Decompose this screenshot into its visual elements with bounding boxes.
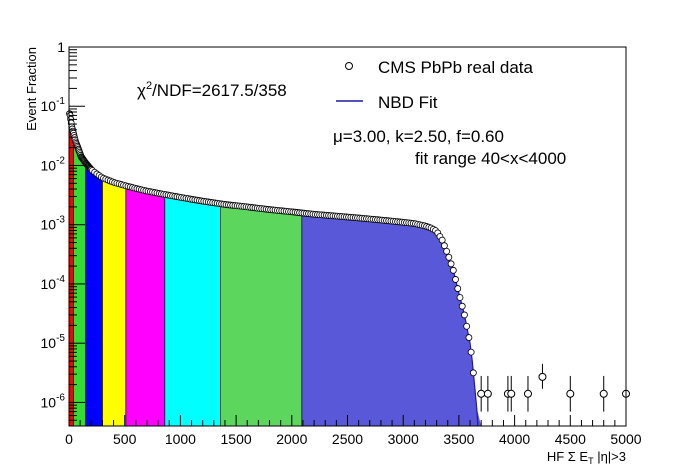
- band-5: [164, 194, 221, 426]
- outlier-point-6: [566, 389, 575, 398]
- y-tick-label-4: 10-2: [41, 155, 66, 173]
- x-tick-label-9: 4500: [555, 431, 586, 447]
- data-point-201: [447, 260, 455, 268]
- data-point-204: [454, 285, 462, 292]
- band-dividers: [73, 133, 303, 426]
- data-point-208: [463, 322, 471, 330]
- data-point-202: [449, 266, 457, 274]
- band-7: [301, 212, 482, 426]
- data-point-210: [467, 348, 475, 356]
- data-point-206: [458, 302, 466, 310]
- legend-marker-data: [345, 62, 353, 70]
- outlier-point-0: [477, 389, 486, 398]
- outlier-points: [477, 363, 630, 412]
- y-tick-label-2: 10-4: [41, 274, 66, 292]
- x-tick-label-1: 500: [113, 431, 137, 447]
- legend-label-data: CMS PbPb real data: [378, 58, 534, 77]
- x-tick-label-0: 0: [65, 431, 73, 447]
- chi2-annotation: χ2/NDF=2617.5/358: [137, 80, 287, 100]
- legend-label-fit: NBD Fit: [378, 93, 438, 112]
- band-1: [73, 133, 86, 426]
- outlier-point-4: [523, 389, 532, 398]
- x-tick-label-8: 4000: [499, 431, 530, 447]
- y-tick-label-5: 10-1: [41, 96, 66, 114]
- x-tick-label-4: 2000: [276, 431, 307, 447]
- y-tick-label-0: 10-6: [41, 392, 66, 410]
- y-tick-label-1: 10-5: [41, 333, 66, 351]
- outlier-point-5: [538, 372, 547, 381]
- band-0: [69, 111, 74, 426]
- band-6: [220, 203, 302, 426]
- data-point-209: [465, 334, 473, 341]
- data-point-197: [438, 236, 446, 244]
- data-point-199: [443, 247, 451, 255]
- x-axis-title: HF Σ ET |η|>3: [547, 449, 626, 466]
- data-point-200: [445, 253, 453, 261]
- y-axis: 10-6 10-5 10-4 10-3 10-2 10-1 1: [41, 39, 85, 427]
- x-tick-label-6: 3000: [388, 431, 419, 447]
- x-tick-label-10: 5000: [610, 431, 641, 447]
- centrality-bands: [69, 111, 482, 426]
- x-tick-label-3: 1500: [221, 431, 252, 447]
- y-tick-label-6: 1: [57, 39, 65, 55]
- legend: CMS PbPb real data NBD Fit: [336, 58, 534, 112]
- outlier-point-3: [507, 389, 516, 398]
- outlier-point-1: [483, 389, 492, 398]
- outlier-point-7: [599, 389, 608, 398]
- data-point-203: [452, 276, 459, 283]
- band-4: [125, 185, 165, 426]
- y-axis-title: Event Fraction: [24, 47, 39, 131]
- data-point-198: [441, 242, 448, 250]
- data-point-211: [469, 369, 477, 377]
- data-point-207: [461, 311, 468, 319]
- x-tick-label-7: 3500: [443, 431, 474, 447]
- band-3: [102, 177, 126, 426]
- data-point-205: [456, 294, 464, 301]
- fit-range: fit range 40<x<4000: [415, 149, 566, 168]
- x-tick-label-5: 2500: [332, 431, 363, 447]
- band-2: [85, 163, 103, 426]
- fit-parameters: μ=3.00, k=2.50, f=0.60: [333, 127, 504, 146]
- x-tick-label-2: 1000: [165, 431, 196, 447]
- y-tick-label-3: 10-3: [41, 215, 66, 233]
- x-axis: 0 500 1000 1500 2000 2500 3000 3500 4000 4500 5000: [65, 415, 642, 447]
